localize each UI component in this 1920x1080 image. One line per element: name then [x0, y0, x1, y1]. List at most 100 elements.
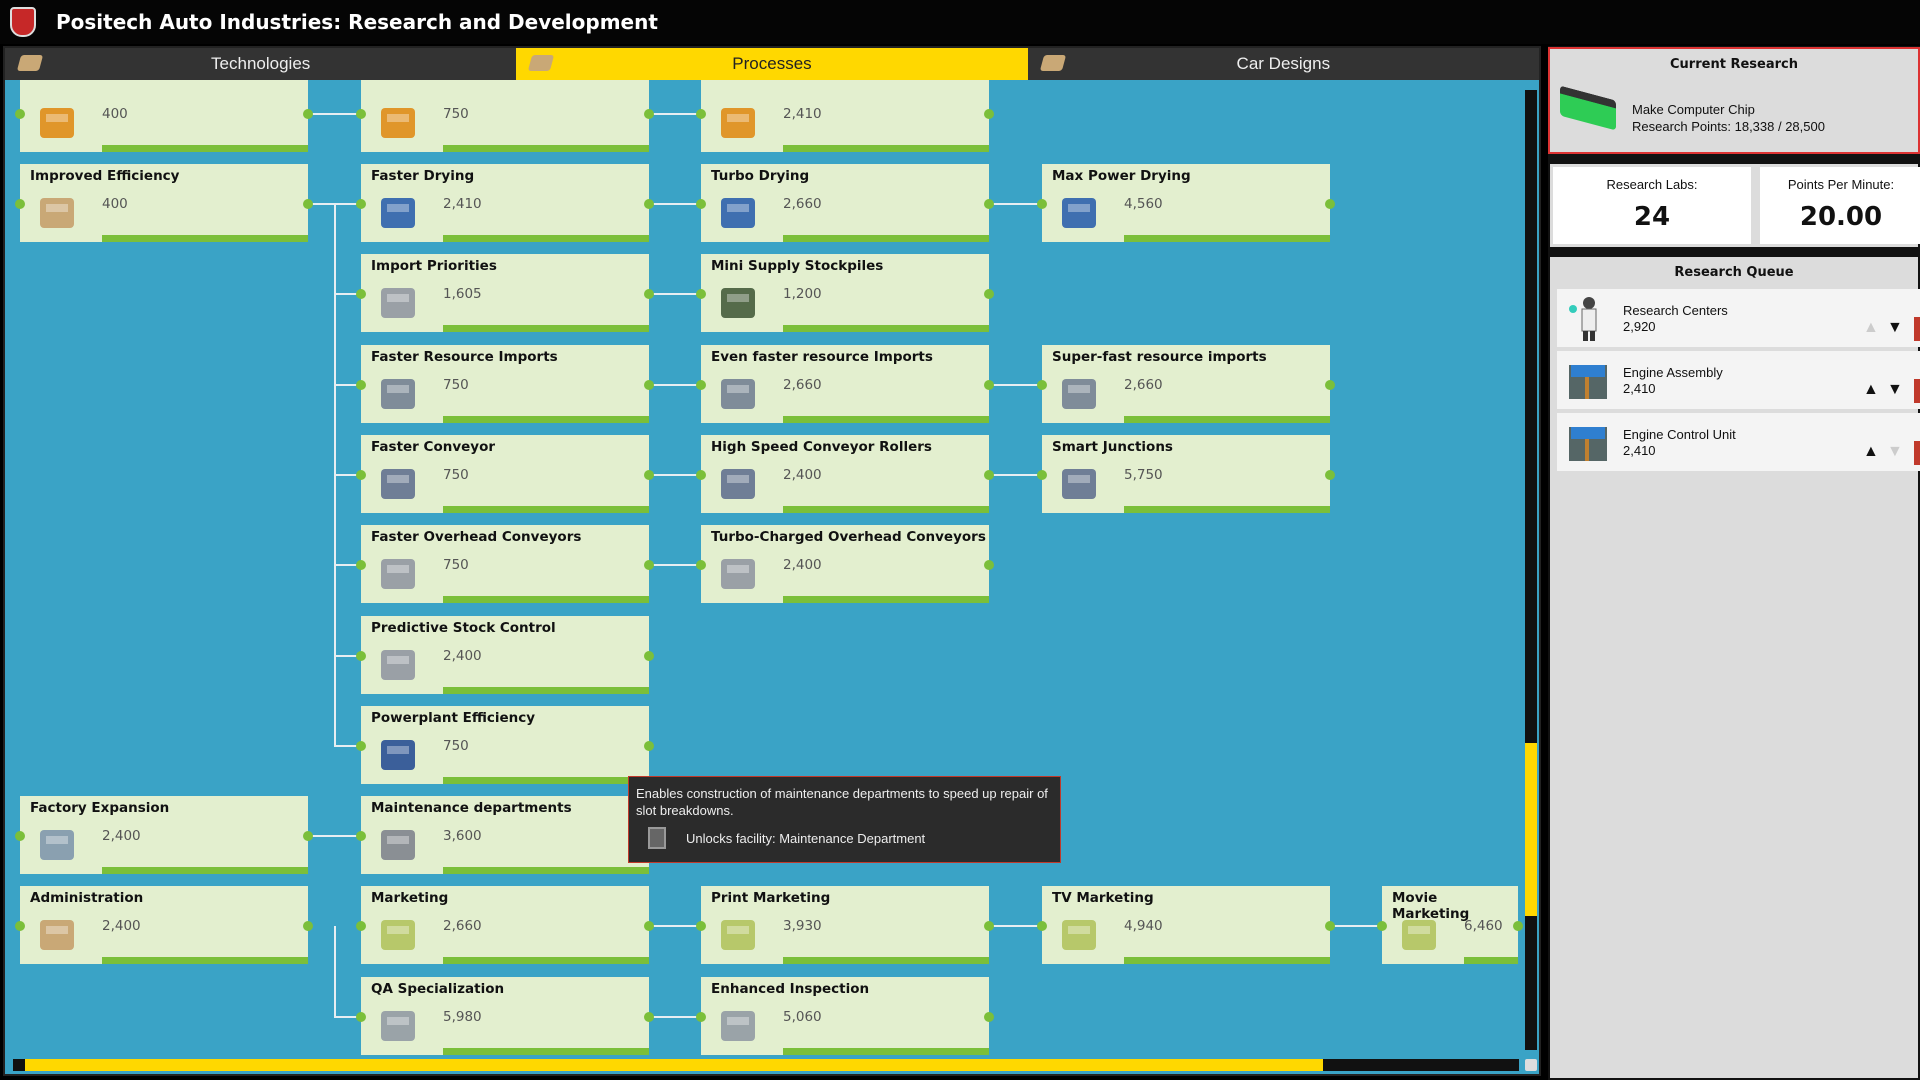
tooltip-text: Enables construction of maintenance depa…: [636, 786, 1048, 818]
connector-trunk: [334, 926, 336, 1017]
tech-card[interactable]: Smart Junctions 5,750: [1042, 434, 1330, 513]
queue-item-points: 2,410: [1623, 381, 1656, 396]
tech-card[interactable]: Powerplant Efficiency 750: [361, 705, 649, 784]
tab-technologies[interactable]: Technologies: [5, 48, 516, 80]
tech-card[interactable]: Import Priorities 1,605: [361, 254, 649, 333]
tech-card[interactable]: 2,410: [701, 80, 989, 152]
queue-item-points: 2,920: [1623, 319, 1656, 334]
tech-card[interactable]: Faster Overhead Conveyors 750: [361, 525, 649, 604]
tech-name: Super-fast resource imports: [1052, 348, 1267, 365]
current-research-points: Research Points: 18,338 / 28,500: [1632, 119, 1825, 134]
connector-line: [989, 473, 1042, 476]
progress-bar: [102, 144, 308, 152]
move-down-button[interactable]: ▼: [1887, 319, 1903, 336]
tech-card[interactable]: Faster Resource Imports 750: [361, 344, 649, 423]
connector-branch: [334, 564, 361, 567]
progress-bar: [443, 1047, 649, 1055]
tech-name: Mini Supply Stockpiles: [711, 258, 884, 275]
tech-card[interactable]: Factory Expansion 2,400: [20, 796, 308, 875]
progress-bar: [1124, 505, 1330, 513]
robot-arm-icon: [713, 98, 765, 146]
tech-name: Max Power Drying: [1052, 168, 1191, 184]
tab-processes[interactable]: Processes: [516, 48, 1028, 80]
queue-item-text: Engine Assembly 2,410: [1623, 365, 1723, 397]
tech-card[interactable]: Turbo-Charged Overhead Conveyors 2,400: [701, 525, 989, 604]
move-up-button[interactable]: ▲: [1863, 443, 1879, 460]
powerplant-icon: [373, 730, 425, 778]
connector-dot: [1037, 199, 1047, 209]
tech-points: 6,460: [1464, 918, 1503, 935]
horizontal-scrollbar[interactable]: [13, 1059, 1519, 1071]
remove-button[interactable]: [1914, 379, 1920, 403]
tech-card[interactable]: Enhanced Inspection 5,060: [701, 976, 989, 1055]
connector-dot: [696, 1011, 706, 1022]
queue-item[interactable]: Research Centers 2,920 ▲ ▼: [1557, 289, 1920, 347]
tech-card[interactable]: Mini Supply Stockpiles 1,200: [701, 254, 989, 333]
tech-points: 2,400: [102, 828, 141, 845]
tech-points: 2,660: [443, 918, 482, 935]
connector-line: [308, 835, 361, 838]
tech-card[interactable]: TV Marketing 4,940: [1042, 886, 1330, 965]
progress-bar: [783, 957, 989, 965]
maintenance-icon: [373, 820, 425, 868]
queue-item[interactable]: Engine Control Unit 2,410 ▲ ▼: [1557, 413, 1920, 471]
tech-name: High Speed Conveyor Rollers: [711, 438, 932, 455]
tech-card[interactable]: Administration 2,400: [20, 886, 308, 965]
scroll-corner[interactable]: [1525, 1059, 1537, 1071]
tech-card[interactable]: Print Marketing 3,930: [701, 886, 989, 965]
labs-value: 24: [1633, 202, 1671, 232]
queue-item-points: 2,410: [1623, 443, 1656, 458]
tech-points: 5,750: [1124, 466, 1163, 483]
tech-card[interactable]: Turbo Drying 2,660: [701, 164, 989, 242]
connector-dot: [644, 921, 654, 932]
tech-card[interactable]: Faster Conveyor 750: [361, 434, 649, 513]
connector-dot: [303, 199, 313, 209]
move-up-button[interactable]: ▲: [1863, 319, 1879, 336]
connector-dot: [356, 108, 366, 119]
move-up-button[interactable]: ▲: [1863, 381, 1879, 398]
tech-card[interactable]: Improved Efficiency 400: [20, 164, 308, 242]
queue-item-name: Engine Control Unit: [1623, 427, 1736, 442]
connector-dot: [696, 379, 706, 390]
connector-dot: [356, 650, 366, 661]
progress-bar: [1124, 415, 1330, 423]
marketing-desk-icon: [373, 910, 425, 958]
remove-button[interactable]: [1914, 441, 1920, 465]
tech-points: 4,940: [1124, 918, 1163, 935]
queue-item[interactable]: Engine Assembly 2,410 ▲ ▼: [1557, 351, 1920, 409]
connector-line: [989, 203, 1042, 205]
tech-name: Faster Conveyor: [371, 438, 496, 455]
current-research-panel[interactable]: Current Research Make Computer Chip Resea…: [1548, 47, 1920, 154]
horizontal-scroll-thumb[interactable]: [25, 1059, 1324, 1071]
tech-card[interactable]: Even faster resource Imports 2,660: [701, 344, 989, 423]
move-down-button[interactable]: ▼: [1887, 381, 1903, 398]
connector-dot: [984, 469, 994, 480]
connector-dot: [356, 379, 366, 390]
connector-dot: [1325, 379, 1335, 390]
tab-car-designs[interactable]: Car Designs: [1028, 48, 1539, 80]
tech-card[interactable]: High Speed Conveyor Rollers 2,400: [701, 434, 989, 513]
tech-card[interactable]: Max Power Drying 4,560: [1042, 164, 1330, 242]
tech-card[interactable]: Predictive Stock Control 2,400: [361, 615, 649, 694]
tech-card[interactable]: Super-fast resource imports 2,660: [1042, 344, 1330, 423]
tech-card[interactable]: Maintenance departments 3,600: [361, 796, 649, 875]
tech-card[interactable]: Marketing 2,660: [361, 886, 649, 965]
progress-bar: [1124, 957, 1330, 965]
ppm-label: Points Per Minute:: [1787, 177, 1895, 192]
tech-name: Faster Drying: [371, 168, 475, 184]
connector-dot: [1325, 921, 1335, 932]
remove-button[interactable]: [1914, 317, 1920, 341]
tech-card[interactable]: 400: [20, 80, 308, 152]
tech-card[interactable]: 750: [361, 80, 649, 152]
tech-name: Factory Expansion: [30, 800, 170, 817]
tech-card[interactable]: QA Specialization 5,980: [361, 976, 649, 1055]
tech-card[interactable]: Faster Drying 2,410: [361, 164, 649, 242]
tech-card[interactable]: Movie Marketing 6,460: [1382, 886, 1518, 965]
tech-name: Marketing: [371, 890, 449, 907]
import-bay-icon: [713, 369, 765, 417]
tab-label: Technologies: [211, 54, 311, 73]
vertical-scrollbar[interactable]: [1525, 90, 1537, 1050]
progress-bar: [783, 325, 989, 333]
move-down-button[interactable]: ▼: [1887, 443, 1903, 460]
vertical-scroll-thumb[interactable]: [1525, 742, 1537, 916]
